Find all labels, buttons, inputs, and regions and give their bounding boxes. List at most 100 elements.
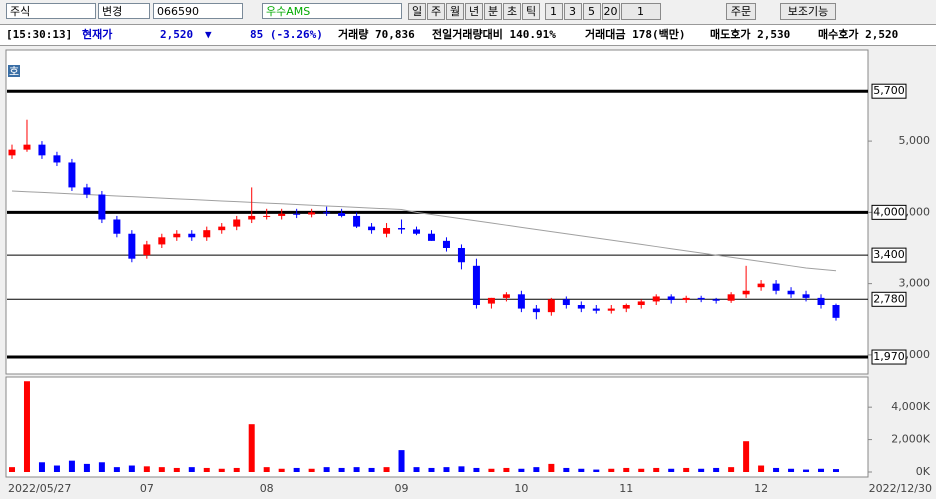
toolbar-button[interactable]: 일	[408, 3, 426, 20]
x-tick-label: 10	[514, 482, 528, 495]
volume: 거래량 70,836	[338, 28, 415, 41]
volume-bar	[158, 467, 165, 472]
x-tick-label: 09	[395, 482, 409, 495]
volume-bar	[548, 463, 555, 472]
toolbar-button[interactable]: 20	[601, 3, 620, 20]
candle-body	[787, 290, 795, 295]
volume-bar	[443, 467, 450, 472]
toolbar-button[interactable]: 5	[582, 3, 601, 20]
candle-body	[742, 290, 750, 295]
x-tick-label: 08	[260, 482, 274, 495]
volume-bar	[518, 468, 525, 472]
x-tick-label: 07	[140, 482, 154, 495]
y-tick-label: 5,000	[899, 134, 931, 147]
volume-bar	[713, 467, 720, 472]
volume-bar	[563, 467, 570, 472]
candle-body	[427, 233, 435, 241]
toolbar-button[interactable]: 분	[484, 3, 502, 20]
order-text: 주문	[730, 5, 752, 18]
candle-body	[398, 228, 406, 230]
candle-body	[727, 294, 735, 301]
volume-bar	[338, 467, 345, 472]
aux-button[interactable]: 보조기능	[780, 3, 836, 20]
volume-bar	[833, 469, 839, 472]
volume-bar	[758, 465, 765, 472]
candle-body	[128, 233, 136, 259]
toolbar-button[interactable]: 3	[563, 3, 582, 20]
candle-body	[338, 213, 346, 216]
volume-bar	[683, 467, 690, 472]
level-label-box	[871, 204, 907, 220]
panel-icon: 호	[9, 65, 19, 78]
candle-body	[772, 283, 780, 291]
volume-bar	[488, 468, 495, 472]
level-label: 3,400	[873, 248, 905, 261]
volume-bar	[608, 468, 615, 472]
icon-box	[8, 65, 20, 77]
toolbar-button[interactable]: 년	[465, 3, 483, 20]
candle-body	[323, 212, 331, 214]
candle-body	[577, 305, 585, 309]
order-button[interactable]: 주문	[726, 3, 756, 20]
candle-body	[8, 149, 16, 156]
toolbar-button[interactable]: 1	[620, 3, 661, 20]
volume-bar	[83, 463, 90, 472]
candle-body	[23, 144, 31, 150]
toolbar-button[interactable]: 틱	[522, 3, 540, 20]
candle-body	[173, 233, 181, 238]
volume-bar	[428, 467, 435, 472]
volume-bar	[788, 468, 795, 472]
candle-body	[532, 308, 540, 313]
toolbar-button[interactable]: 초	[503, 3, 521, 20]
level-label-box	[871, 247, 907, 263]
amount: 거래대금 178(백만)	[585, 28, 686, 41]
candle-body	[562, 299, 570, 306]
ask: 매도호가 2,530	[710, 28, 791, 41]
volume-bar	[728, 467, 735, 472]
level-label: 5,700	[873, 84, 905, 97]
volume-bar	[638, 468, 645, 472]
candle-body	[143, 244, 151, 256]
candle-body	[442, 240, 450, 248]
candle-body	[607, 308, 615, 311]
x-tick-label: 2022/12/30	[869, 482, 932, 495]
candle-body	[98, 194, 106, 220]
toolbar-button[interactable]: 월	[446, 3, 464, 20]
volume-bar	[503, 467, 510, 472]
candle-body	[487, 297, 495, 304]
volume-bar	[353, 467, 360, 472]
volume-tick-label: 2,000K	[891, 433, 930, 446]
price: 2,520	[160, 28, 194, 41]
volume-tick-label: 0K	[916, 465, 931, 478]
toolbar-button[interactable]: 주	[427, 3, 445, 20]
volume-bar	[413, 467, 420, 472]
candle-body	[622, 305, 630, 309]
volume-bar	[743, 441, 750, 472]
candle-body	[38, 144, 46, 156]
candle-body	[353, 215, 361, 227]
volume-bar	[113, 467, 120, 472]
candle-body	[517, 294, 525, 309]
aux-text: 보조기능	[787, 5, 829, 18]
volume-bar	[458, 466, 465, 472]
market-select[interactable]: 주식	[6, 3, 96, 19]
market-text: 주식	[10, 5, 31, 18]
level-label: 2,780	[873, 292, 905, 305]
volume-bar	[398, 450, 405, 472]
x-tick-label: 12	[754, 482, 768, 495]
candle-body	[667, 296, 675, 301]
volume-bar	[623, 467, 630, 472]
volume-bar	[278, 468, 285, 472]
volume-bar	[698, 468, 705, 472]
code-input[interactable]: 066590	[153, 3, 243, 19]
change-select[interactable]: 변경	[98, 3, 150, 19]
candle-body	[308, 212, 316, 215]
moving-average	[11, 190, 837, 272]
volume-bar	[323, 467, 330, 472]
toolbar-button[interactable]: 1	[544, 3, 563, 20]
volume-bar	[803, 469, 810, 472]
candle-body	[712, 299, 720, 301]
name-box[interactable]: 우수AMS	[262, 3, 402, 19]
candle-body	[592, 308, 600, 311]
price-label: 현재가	[82, 28, 113, 41]
